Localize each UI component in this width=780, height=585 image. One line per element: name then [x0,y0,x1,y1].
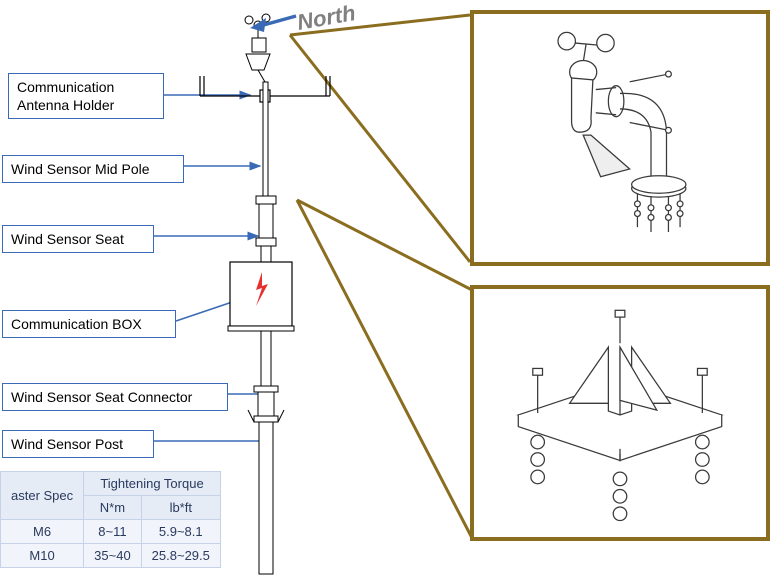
label-wind-sensor-mid-pole: Wind Sensor Mid Pole [2,155,184,183]
table-cell: 8~11 [84,520,142,544]
table-cell: M6 [1,520,84,544]
table-cell: 35~40 [84,544,142,568]
label-wind-sensor-post: Wind Sensor Post [2,430,154,458]
detail-box-bottom [470,285,770,541]
label-communication-box: Communication BOX [2,310,176,338]
label-text: Wind Sensor Post [11,436,123,452]
label-text: CommunicationAntenna Holder [17,79,114,113]
pole-assembly-diagram [170,10,350,575]
label-wind-sensor-seat: Wind Sensor Seat [2,225,154,253]
label-comm-antenna-holder: CommunicationAntenna Holder [8,73,164,119]
label-text: Communication BOX [11,316,142,332]
table-header-nm: N*m [84,496,142,520]
detail-box-top [470,10,770,266]
table-cell: M10 [1,544,84,568]
label-text: Wind Sensor Seat Connector [11,389,192,405]
base-plate-detail-icon [474,289,766,537]
label-text: Wind Sensor Mid Pole [11,161,150,177]
anemometer-detail-icon [474,14,766,262]
north-arrow-icon [246,8,302,36]
table-header-spec: aster Spec [1,472,84,520]
label-text: Wind Sensor Seat [11,231,124,247]
